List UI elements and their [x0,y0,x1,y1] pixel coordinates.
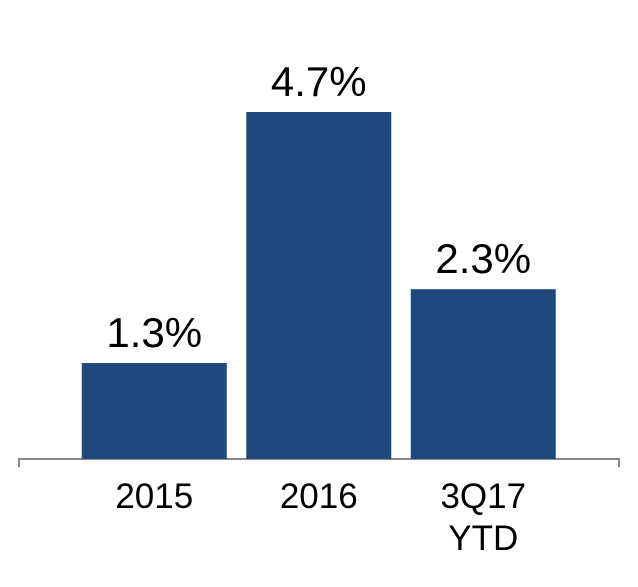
value-label: 2.3% [435,235,531,282]
x-tick-label: 3Q17 YTD [440,477,527,558]
bar [410,289,556,459]
bar [81,363,227,459]
bar [246,112,392,459]
value-label: 1.3% [106,309,202,356]
x-tick-label: 2016 [279,477,358,516]
x-tick-label: 2015 [115,477,194,516]
value-label: 4.7% [271,58,367,105]
